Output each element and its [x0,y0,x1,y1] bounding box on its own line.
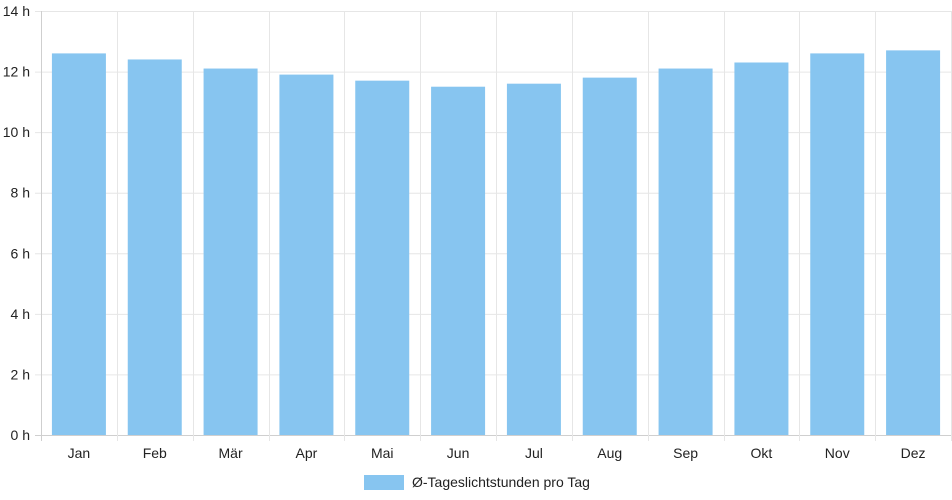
bar-sep[interactable] [658,68,713,436]
x-tick-label: Okt [751,445,773,461]
bars [51,50,941,436]
x-tick-label: Jul [525,445,543,461]
x-tick-label: Apr [296,445,318,461]
bar-jan[interactable] [51,53,106,436]
y-tick-label: 14 h [3,3,30,19]
x-tick-label: Aug [597,445,622,461]
bar-mai[interactable] [355,80,410,436]
x-tick-label: Jun [447,445,470,461]
y-tick-label: 0 h [11,427,30,443]
y-tick-label: 10 h [3,124,30,140]
bar-okt[interactable] [734,62,789,435]
bar-apr[interactable] [279,74,334,435]
x-tick-label: Nov [825,445,850,461]
y-tick-label: 4 h [11,306,30,322]
x-axis-ticks: Jan Feb Mär Apr Mai Jun Jul Aug Sep Okt Nov Dez [68,445,926,461]
bar-mär[interactable] [203,68,258,436]
x-tick-label: Sep [673,445,698,461]
x-tick-label: Feb [143,445,167,461]
x-tick-label: Dez [901,445,926,461]
bar-dez[interactable] [886,50,941,435]
grid-lines [35,11,952,441]
y-tick-label: 6 h [11,245,30,261]
legend-label[interactable]: Ø-Tageslichtstunden pro Tag [412,474,590,490]
y-tick-label: 2 h [11,366,30,382]
bar-nov[interactable] [810,53,865,436]
bar-aug[interactable] [582,77,637,435]
bar-feb[interactable] [127,59,182,435]
legend[interactable]: Ø-Tageslichtstunden pro Tag [364,474,590,490]
x-tick-label: Jan [68,445,91,461]
legend-swatch[interactable] [364,475,404,490]
y-tick-label: 8 h [11,185,30,201]
bar-jun[interactable] [431,86,486,435]
x-tick-label: Mai [371,445,394,461]
y-axis-ticks: 0 h 2 h 4 h 6 h 8 h 10 h 12 h 14 h [3,3,30,443]
bar-jul[interactable] [506,83,561,435]
x-tick-label: Mär [219,445,243,461]
y-tick-label: 12 h [3,64,30,80]
